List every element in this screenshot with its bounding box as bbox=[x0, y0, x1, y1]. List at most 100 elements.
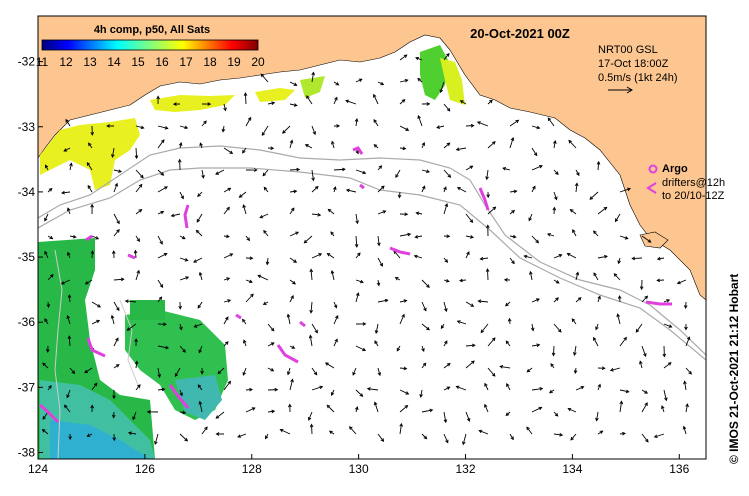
current-arrowhead bbox=[48, 384, 52, 389]
current-arrowhead bbox=[373, 401, 378, 406]
current-arrow bbox=[465, 251, 470, 259]
current-arrowhead bbox=[567, 407, 572, 412]
current-arrow bbox=[416, 212, 423, 215]
current-arrowhead bbox=[178, 142, 183, 146]
current-arrow bbox=[552, 345, 555, 356]
current-arrowhead bbox=[326, 404, 331, 409]
current-arrowhead bbox=[515, 119, 520, 124]
current-arrowhead bbox=[116, 307, 120, 312]
current-arrowhead bbox=[242, 204, 246, 209]
current-arrow bbox=[531, 298, 540, 303]
current-arrow bbox=[215, 411, 225, 419]
current-arrow bbox=[333, 339, 338, 347]
current-arrow bbox=[505, 301, 511, 307]
current-arrow bbox=[88, 142, 93, 149]
current-arrowhead bbox=[377, 372, 382, 377]
current-arrow bbox=[641, 295, 648, 303]
current-arrowhead bbox=[61, 190, 65, 195]
current-arrow bbox=[243, 340, 247, 347]
current-arrow bbox=[553, 169, 559, 175]
current-arrowhead bbox=[471, 343, 476, 348]
current-arrowhead bbox=[404, 404, 409, 409]
current-arrowhead bbox=[643, 353, 647, 358]
current-arrow bbox=[311, 323, 318, 333]
current-arrow bbox=[641, 345, 647, 357]
current-arrowhead bbox=[328, 430, 333, 435]
current-arrowhead bbox=[382, 210, 387, 214]
current-arrow bbox=[500, 365, 511, 369]
current-arrowhead bbox=[154, 441, 158, 445]
current-arrowhead bbox=[170, 213, 175, 218]
current-arrow bbox=[333, 168, 345, 171]
current-arrowhead bbox=[470, 235, 474, 239]
colorbar-tick-label: 14 bbox=[107, 55, 121, 69]
current-arrow bbox=[465, 165, 473, 171]
current-arrow bbox=[223, 187, 231, 193]
current-arrowhead bbox=[198, 400, 203, 405]
current-arrowhead bbox=[574, 182, 579, 187]
current-arrow bbox=[531, 235, 539, 243]
current-arrowhead bbox=[342, 167, 346, 172]
current-arrowhead bbox=[242, 372, 246, 376]
current-arrow bbox=[245, 279, 253, 283]
current-arrowhead bbox=[466, 417, 471, 422]
current-arrowhead bbox=[327, 208, 332, 213]
current-arrow bbox=[289, 379, 294, 391]
current-arrow bbox=[677, 279, 687, 284]
current-arrowhead bbox=[261, 132, 266, 136]
current-arrow bbox=[572, 229, 577, 237]
current-arrowhead bbox=[653, 434, 658, 439]
current-arrowhead bbox=[172, 102, 177, 106]
current-arrowhead bbox=[334, 96, 338, 101]
current-arrowhead bbox=[569, 208, 574, 213]
current-arrowhead bbox=[72, 234, 77, 239]
current-arrow bbox=[443, 103, 451, 112]
colorbar-gradient bbox=[41, 39, 259, 51]
current-arrow bbox=[61, 279, 71, 285]
current-arrow bbox=[531, 125, 540, 129]
current-arrow bbox=[305, 144, 313, 149]
y-tick-label: -38 bbox=[18, 445, 36, 459]
current-arrowhead bbox=[376, 282, 381, 287]
current-arrowhead bbox=[373, 118, 377, 123]
current-arrowhead bbox=[445, 439, 449, 444]
current-arrowhead bbox=[270, 327, 275, 332]
current-arrowhead bbox=[182, 410, 187, 415]
current-arrow bbox=[355, 213, 358, 224]
current-arrow bbox=[223, 316, 229, 325]
current-arrow bbox=[421, 186, 426, 193]
current-arrowhead bbox=[644, 402, 648, 406]
current-arrowhead bbox=[326, 252, 331, 257]
legend-model: NRT00 GSL bbox=[598, 44, 658, 56]
current-arrowhead bbox=[354, 117, 359, 122]
current-arrow bbox=[201, 426, 208, 435]
current-arrowhead bbox=[65, 118, 69, 123]
current-arrow bbox=[179, 191, 184, 199]
current-arrow bbox=[355, 252, 361, 259]
current-arrowhead bbox=[67, 335, 72, 340]
current-arrow bbox=[333, 315, 339, 325]
current-arrow bbox=[465, 411, 470, 422]
current-arrowhead bbox=[631, 256, 636, 261]
current-arrowhead bbox=[274, 387, 279, 392]
current-arrow bbox=[223, 299, 231, 303]
current-arrowhead bbox=[48, 187, 53, 192]
current-arrow bbox=[86, 162, 93, 171]
current-arrow bbox=[135, 361, 138, 369]
current-arrowhead bbox=[308, 334, 313, 339]
current-arrowhead bbox=[536, 125, 541, 130]
current-arrow bbox=[310, 269, 313, 281]
colorbar-tick-label: 13 bbox=[83, 55, 97, 69]
current-arrowhead bbox=[257, 274, 262, 279]
current-arrowhead bbox=[366, 387, 371, 391]
current-arrow bbox=[553, 191, 558, 200]
current-arrow bbox=[641, 235, 651, 243]
current-arrow bbox=[287, 314, 291, 325]
colorbar-tick-label: 19 bbox=[227, 55, 241, 69]
current-arrowhead bbox=[426, 102, 431, 106]
current-arrowhead bbox=[573, 352, 577, 356]
current-arrowhead bbox=[661, 405, 665, 410]
current-arrow bbox=[355, 78, 362, 83]
current-arrowhead bbox=[555, 280, 560, 284]
